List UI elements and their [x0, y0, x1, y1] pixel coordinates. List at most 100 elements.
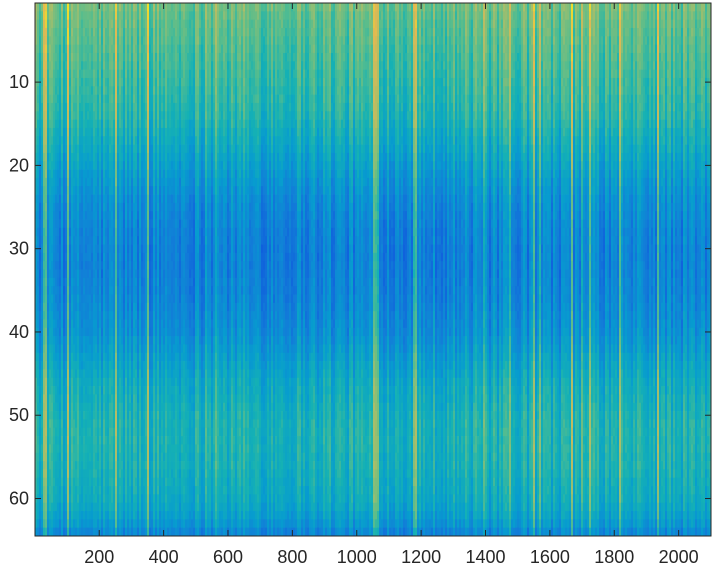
heatmap-cell [37, 528, 39, 537]
heatmap-cell [181, 28, 183, 37]
heatmap-cell [157, 486, 159, 495]
heatmap-cell [187, 411, 189, 420]
heatmap-cell [61, 220, 63, 229]
heatmap-cell [169, 170, 171, 179]
heatmap-cell [177, 378, 179, 387]
heatmap-cell [109, 195, 111, 204]
heatmap-cell [183, 336, 185, 345]
heatmap-cell [99, 78, 101, 87]
heatmap-cell [149, 186, 151, 195]
heatmap-cell [125, 228, 127, 237]
heatmap-cell [119, 303, 121, 312]
heatmap-cell [143, 344, 145, 353]
heatmap-cell [103, 178, 105, 187]
heatmap-cell [47, 353, 49, 362]
heatmap-cell [123, 28, 125, 37]
heatmap-cell [139, 453, 141, 462]
heatmap-cell [85, 361, 87, 370]
heatmap-cell [95, 20, 97, 29]
heatmap-cell [91, 419, 93, 428]
heatmap-cell [97, 486, 99, 495]
heatmap-cell [111, 78, 113, 87]
heatmap-cell [117, 86, 119, 95]
heatmap-cell [107, 328, 109, 337]
heatmap-cell [73, 45, 75, 54]
heatmap-cell [67, 128, 69, 137]
heatmap-cell [57, 153, 59, 162]
heatmap-cell [133, 511, 135, 520]
heatmap-cell [91, 195, 93, 204]
heatmap-cell [143, 153, 145, 162]
heatmap-cell [41, 220, 43, 229]
heatmap-cell [41, 444, 43, 453]
heatmap-cell [103, 444, 105, 453]
heatmap-cell [99, 203, 101, 212]
heatmap-cell [153, 478, 155, 487]
heatmap-cell [97, 344, 99, 353]
heatmap-cell [111, 411, 113, 420]
heatmap-cell [127, 428, 129, 437]
heatmap-cell [71, 120, 73, 129]
heatmap-cell [67, 453, 69, 462]
heatmap-cell [145, 103, 147, 112]
heatmap-cell [131, 53, 133, 62]
heatmap-cell [53, 136, 55, 145]
heatmap-cell [41, 469, 43, 478]
heatmap-cell [171, 503, 173, 512]
heatmap-cell [97, 428, 99, 437]
heatmap-cell [109, 444, 111, 453]
heatmap-cell [131, 36, 133, 45]
heatmap-cell [85, 469, 87, 478]
heatmap-cell [153, 111, 155, 120]
heatmap-cell [45, 303, 47, 312]
heatmap-cell [71, 378, 73, 387]
heatmap-cell [93, 336, 95, 345]
heatmap-cell [113, 111, 115, 120]
heatmap-cell [161, 444, 163, 453]
heatmap-cell [81, 336, 83, 345]
heatmap-cell [169, 186, 171, 195]
heatmap-cell [75, 519, 77, 528]
heatmap-cell [107, 286, 109, 295]
heatmap-cell [135, 245, 137, 254]
heatmap-cell [61, 436, 63, 445]
heatmap-cell [153, 161, 155, 170]
heatmap-cell [159, 178, 161, 187]
heatmap-cell [119, 411, 121, 420]
heatmap-cell [155, 36, 157, 45]
heatmap-cell [117, 170, 119, 179]
heatmap-cell [91, 278, 93, 287]
heatmap-cell [135, 145, 137, 154]
heatmap-cell [133, 3, 135, 12]
heatmap-cell [47, 86, 49, 95]
heatmap-cell [135, 11, 137, 20]
heatmap-cell [143, 270, 145, 279]
heatmap-cell [55, 86, 57, 95]
heatmap-cell [149, 203, 151, 212]
heatmap-cell [71, 478, 73, 487]
heatmap-cell [69, 186, 71, 195]
heatmap-cell [39, 344, 41, 353]
heatmap-cell [125, 486, 127, 495]
heatmap-cell [105, 494, 107, 503]
heatmap-cell [71, 336, 73, 345]
heatmap-cell [179, 211, 181, 220]
heatmap-cell [147, 336, 149, 345]
heatmap-cell [117, 278, 119, 287]
heatmap-cell [97, 186, 99, 195]
heatmap-cell [69, 3, 71, 12]
heatmap-cell [85, 170, 87, 179]
heatmap-cell [109, 78, 111, 87]
heatmap-cell [105, 294, 107, 303]
heatmap-cell [131, 61, 133, 70]
heatmap-cell [57, 278, 59, 287]
heatmap-cell [105, 419, 107, 428]
heatmap-cell [181, 436, 183, 445]
heatmap-cell [59, 411, 61, 420]
heatmap-cell [53, 344, 55, 353]
heatmap-cell [171, 53, 173, 62]
heatmap-cell [129, 478, 131, 487]
heatmap-cell [163, 195, 165, 204]
heatmap-cell [123, 61, 125, 70]
heatmap-cell [47, 178, 49, 187]
